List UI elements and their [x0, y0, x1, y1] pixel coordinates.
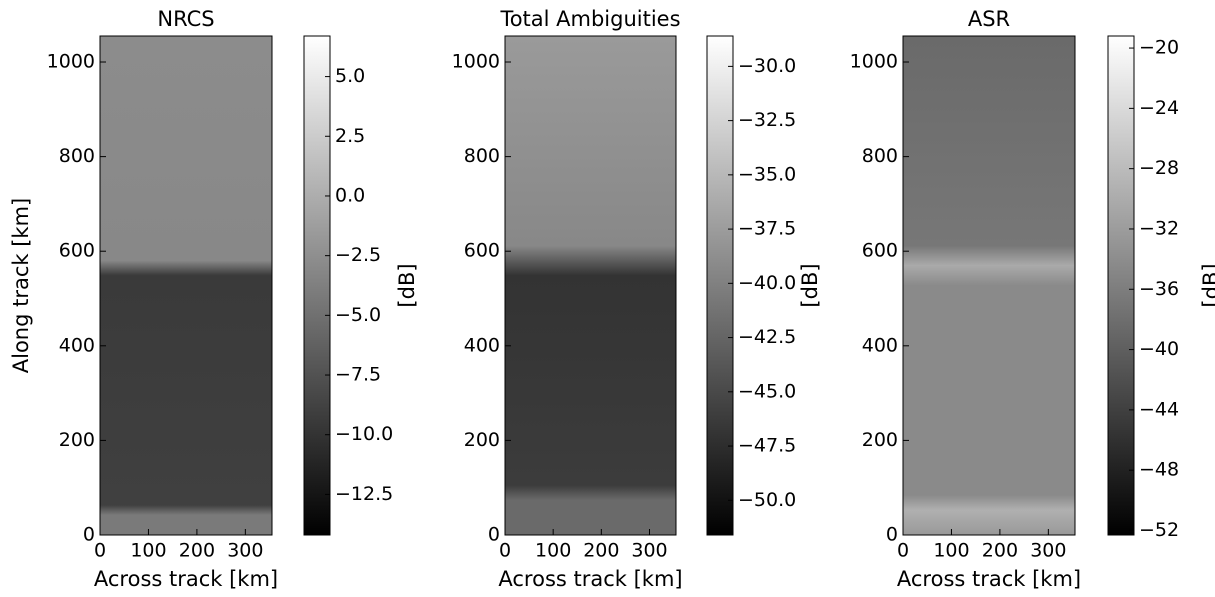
- colorbar-tick-label: −44: [1139, 398, 1179, 420]
- colorbar-tick-label: −32.5: [738, 109, 796, 131]
- y-tick-label: 200: [862, 429, 898, 451]
- colorbar-tick-label: −36: [1139, 278, 1179, 300]
- colorbar-tick-label: −5.0: [335, 304, 381, 326]
- colorbar-tick-label: −10.0: [335, 423, 393, 445]
- colorbar-tick-label: −30.0: [738, 55, 796, 77]
- y-tick-label: 200: [464, 429, 500, 451]
- colorbar-label: [dB]: [798, 263, 822, 307]
- x-tick-label: 100: [933, 540, 969, 562]
- y-tick-label: 1000: [47, 51, 95, 73]
- y-tick-label: 0: [83, 524, 95, 546]
- y-tick-label: 400: [464, 334, 500, 356]
- colorbar-tick-label: 5.0: [335, 65, 365, 87]
- x-tick-label: 200: [179, 540, 215, 562]
- colorbar-tick-label: −35.0: [738, 163, 796, 185]
- y-tick-label: 800: [862, 145, 898, 167]
- y-tick-label: 800: [464, 145, 500, 167]
- x-tick-label: 0: [499, 540, 511, 562]
- colorbar-tick-label: −50.0: [738, 489, 796, 511]
- y-tick-label: 400: [59, 334, 95, 356]
- colorbar-tick-label: −40: [1139, 338, 1179, 360]
- x-tick-label: 100: [535, 540, 571, 562]
- y-tick-label: 0: [886, 524, 898, 546]
- colorbar-tick-label: −7.5: [335, 364, 381, 386]
- x-tick-label: 0: [94, 540, 106, 562]
- x-tick-label: 200: [583, 540, 619, 562]
- colorbar: [303, 35, 331, 536]
- y-tick-label: 200: [59, 429, 95, 451]
- y-tick-label: 400: [862, 334, 898, 356]
- x-tick-label: 300: [1030, 540, 1066, 562]
- colorbar-tick-label: −28: [1139, 157, 1179, 179]
- colorbar-tick-label: −45.0: [738, 380, 796, 402]
- y-tick-label: 1000: [850, 51, 898, 73]
- axes-frame: [99, 35, 273, 536]
- y-tick-label: 600: [464, 240, 500, 262]
- colorbar: [706, 35, 734, 536]
- x-tick-label: 300: [227, 540, 263, 562]
- colorbar-label: [dB]: [1199, 263, 1215, 307]
- y-tick-label: 0: [488, 524, 500, 546]
- colorbar-tick-label: 2.5: [335, 125, 365, 147]
- y-tick-label: 1000: [452, 51, 500, 73]
- colorbar-tick-label: −47.5: [738, 435, 796, 457]
- x-tick-label: 0: [897, 540, 909, 562]
- x-tick-label: 100: [130, 540, 166, 562]
- y-tick-label: 600: [862, 240, 898, 262]
- colorbar-tick-label: −20: [1139, 37, 1179, 59]
- colorbar-label: [dB]: [395, 263, 419, 307]
- colorbar-tick-label: −42.5: [738, 326, 796, 348]
- title: NRCS: [157, 7, 214, 31]
- y-tick-label: 600: [59, 240, 95, 262]
- colorbar-tick-label: −24: [1139, 97, 1179, 119]
- colorbar-tick-label: −48: [1139, 459, 1179, 481]
- colorbar-tick-label: −40.0: [738, 272, 796, 294]
- y-tick-label: 800: [59, 145, 95, 167]
- colorbar: [1107, 35, 1135, 536]
- title: ASR: [968, 7, 1010, 31]
- colorbar-tick-label: −12.5: [335, 483, 393, 505]
- image: [903, 36, 1075, 535]
- x-tick-label: 300: [631, 540, 667, 562]
- colorbar-tick-label: 0.0: [335, 184, 365, 206]
- axes-frame: [504, 35, 677, 536]
- x-axis-label: Across track [km]: [498, 567, 682, 591]
- image: [100, 36, 272, 535]
- colorbar-tick-label: −2.5: [335, 244, 381, 266]
- x-tick-label: 200: [982, 540, 1018, 562]
- colorbar-tick-label: −37.5: [738, 218, 796, 240]
- axes-frame: [902, 35, 1076, 536]
- colorbar-tick-label: −32: [1139, 217, 1179, 239]
- title: Total Ambiguities: [499, 7, 680, 31]
- x-axis-label: Across track [km]: [897, 567, 1081, 591]
- x-axis-label: Across track [km]: [94, 567, 278, 591]
- image: [505, 36, 676, 535]
- y-axis-label: Along track [km]: [9, 198, 33, 374]
- colorbar-tick-label: −52: [1139, 519, 1179, 541]
